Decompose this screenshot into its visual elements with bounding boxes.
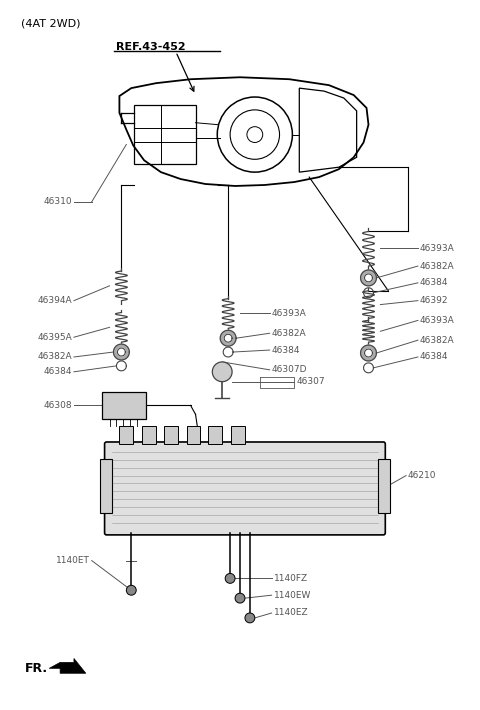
Polygon shape (360, 345, 376, 361)
Text: REF.43-452: REF.43-452 (117, 42, 186, 52)
Polygon shape (364, 349, 372, 357)
Text: 46394A: 46394A (37, 296, 72, 305)
Text: 46384: 46384 (44, 367, 72, 376)
Bar (164, 426, 178, 444)
Text: 46393A: 46393A (420, 244, 455, 253)
Circle shape (245, 613, 255, 623)
Bar (120, 426, 133, 444)
Text: FR.: FR. (24, 662, 48, 674)
Bar (231, 426, 245, 444)
Circle shape (126, 585, 136, 595)
Text: 46384: 46384 (420, 278, 448, 288)
Text: 46382A: 46382A (420, 336, 455, 344)
Bar (378, 459, 390, 513)
Polygon shape (118, 348, 125, 356)
Polygon shape (49, 658, 86, 673)
Text: 46392: 46392 (420, 296, 448, 305)
Bar (100, 459, 111, 513)
FancyBboxPatch shape (105, 442, 385, 535)
Text: 46384: 46384 (272, 346, 300, 354)
Bar (187, 426, 201, 444)
Text: 46382A: 46382A (37, 352, 72, 361)
Text: 1140FZ: 1140FZ (274, 574, 308, 583)
Circle shape (225, 574, 235, 584)
Bar (142, 426, 156, 444)
Text: 1140EZ: 1140EZ (274, 608, 308, 618)
Text: 46310: 46310 (43, 197, 72, 207)
Polygon shape (364, 274, 372, 282)
Bar (208, 426, 222, 444)
Text: 46307: 46307 (296, 377, 325, 386)
Text: 46382A: 46382A (272, 329, 306, 338)
Text: (4AT 2WD): (4AT 2WD) (21, 19, 80, 29)
Text: 46210: 46210 (408, 471, 436, 480)
Bar (102, 392, 146, 419)
Polygon shape (220, 330, 236, 346)
Text: 46393A: 46393A (420, 316, 455, 325)
Text: 46393A: 46393A (272, 309, 306, 318)
Polygon shape (360, 270, 376, 286)
Text: 1140EW: 1140EW (274, 591, 311, 600)
Text: 46395A: 46395A (37, 333, 72, 342)
Polygon shape (224, 334, 232, 342)
Circle shape (235, 594, 245, 603)
Circle shape (212, 362, 232, 382)
Text: 46308: 46308 (43, 401, 72, 410)
Text: 1140ET: 1140ET (56, 556, 90, 565)
Text: 46384: 46384 (420, 352, 448, 361)
Text: 46382A: 46382A (420, 261, 455, 271)
Polygon shape (113, 344, 129, 360)
Text: 46307D: 46307D (272, 366, 307, 374)
